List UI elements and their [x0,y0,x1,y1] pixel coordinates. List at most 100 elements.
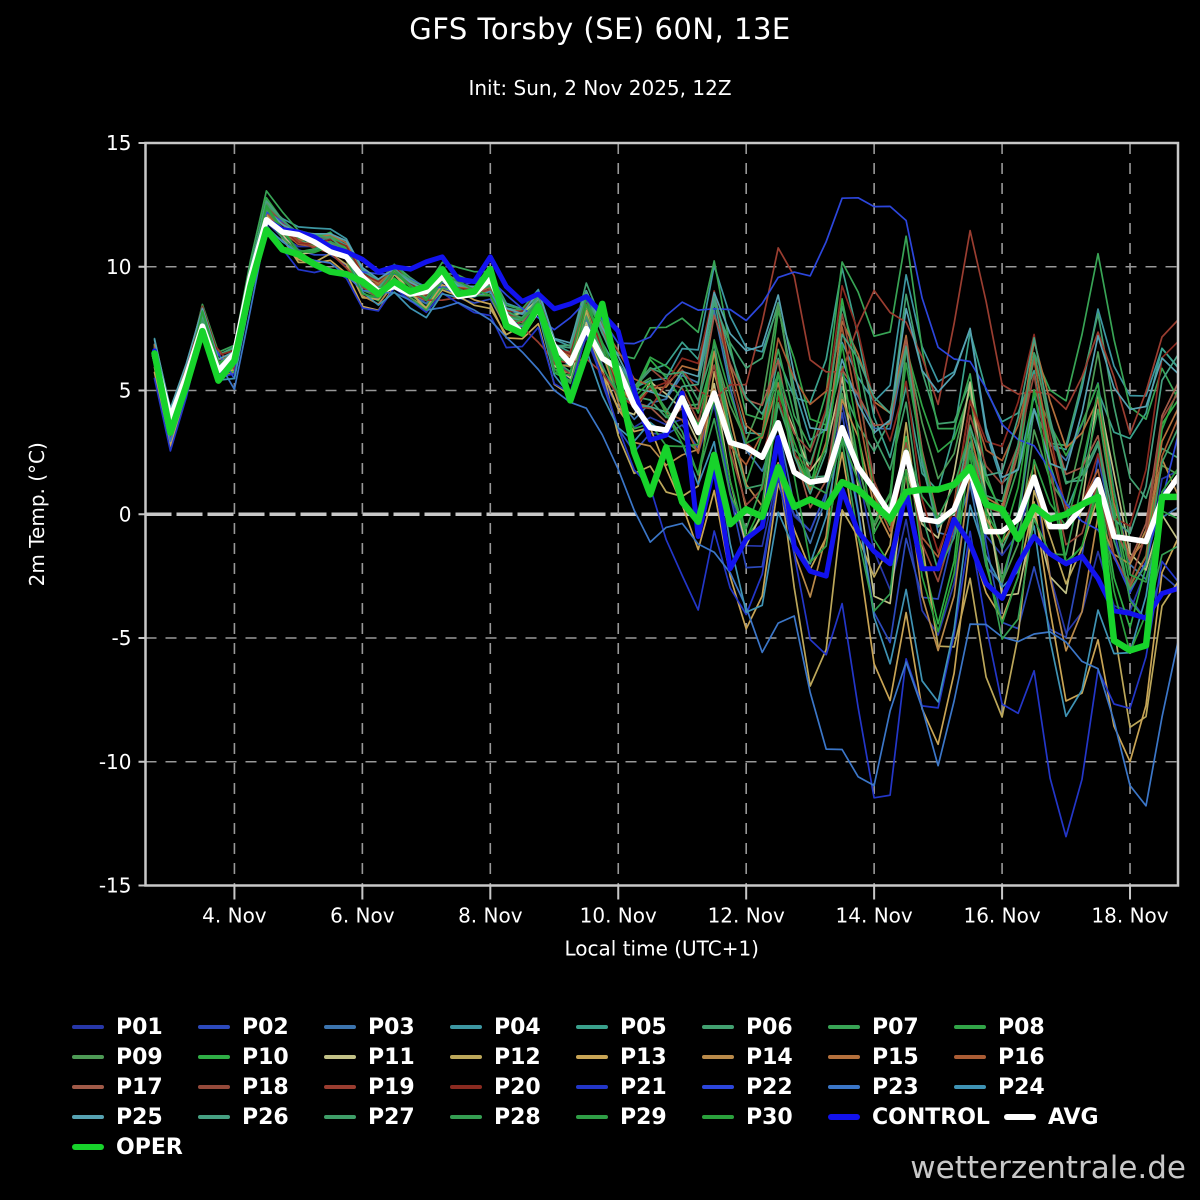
legend-label: P02 [242,1014,289,1040]
watermark: wetterzentrale.de [910,1150,1186,1186]
legend-label: P09 [116,1044,163,1070]
legend-item-p17: P17 [72,1075,198,1100]
legend-item-p08: P08 [954,1015,1080,1040]
legend-swatch-p26 [198,1115,230,1119]
y-tick-label: 15 [106,131,131,155]
legend-item-p22: P22 [702,1075,828,1100]
legend: P01 P02 P03 P04 P05 P06 P07 P08 P09 P10 P11 P12 P13 P… [72,1012,1187,1162]
legend-label: P22 [746,1074,793,1100]
legend-swatch-p02 [198,1025,230,1029]
legend-label: P15 [872,1044,919,1070]
legend-swatch-p27 [324,1115,356,1119]
legend-label: CONTROL [872,1104,990,1130]
legend-label: P13 [620,1044,667,1070]
legend-item-p26: P26 [198,1105,324,1130]
legend-item-p24: P24 [954,1075,1080,1100]
legend-label: P10 [242,1044,289,1070]
legend-label: P24 [998,1074,1045,1100]
legend-item-p30: P30 [702,1105,828,1130]
x-tick-label: 6. Nov [330,904,395,928]
legend-swatch-p29 [576,1115,608,1119]
member-line-P05 [153,203,1178,514]
legend-label: P08 [998,1014,1045,1040]
legend-item-p09: P09 [72,1045,198,1070]
legend-item-p14: P14 [702,1045,828,1070]
legend-swatch-p30 [702,1115,734,1119]
legend-item-p15: P15 [828,1045,954,1070]
chart-subtitle: Init: Sun, 2 Nov 2025, 12Z [468,76,732,100]
legend-label: P30 [746,1104,793,1130]
legend-swatch-p25 [72,1115,104,1119]
legend-swatch-p17 [72,1085,104,1089]
y-tick-label: -5 [112,626,132,650]
y-axis-title: 2m Temp. (°C) [25,442,49,586]
legend-item-p10: P10 [198,1045,324,1070]
legend-row-3: P17 P18 P19 P20 P21 P22 P23 P24 [72,1072,1187,1102]
ensemble-meteogram-plot: 15 10 5 0 -5 -10 -15 4. Nov 6. Nov 8. Nov 10. Nov 1… [25,131,1180,961]
legend-item-p19: P19 [324,1075,450,1100]
avg-line [151,216,1178,545]
legend-label: OPER [116,1134,183,1160]
legend-item-p29: P29 [576,1105,702,1130]
legend-swatch-p04 [450,1025,482,1029]
legend-swatch-avg [1003,1114,1036,1120]
legend-item-oper: OPER [72,1135,198,1160]
x-tick-label: 4. Nov [202,904,267,928]
legend-swatch-p22 [702,1085,734,1089]
legend-item-p06: P06 [702,1015,828,1040]
legend-item-p27: P27 [324,1105,450,1130]
x-tick-label: 16. Nov [963,904,1040,928]
legend-label: P23 [872,1074,919,1100]
legend-swatch-p03 [324,1025,356,1029]
legend-row-4: P25 P26 P27 P28 P29 P30 CONTROL AVG [72,1102,1187,1132]
legend-swatch-p23 [828,1085,860,1089]
legend-item-p16: P16 [954,1045,1080,1070]
legend-label: P07 [872,1014,919,1040]
legend-label: P16 [998,1044,1045,1070]
legend-swatch-p01 [72,1025,104,1029]
member-line-P23 [153,227,1178,807]
legend-item-p03: P03 [324,1015,450,1040]
legend-swatch-p19 [324,1085,356,1089]
legend-swatch-p20 [450,1085,482,1089]
member-line-P27 [153,203,1178,591]
legend-item-p04: P04 [450,1015,576,1040]
legend-label: P20 [494,1074,541,1100]
y-tick-label: -15 [99,874,132,898]
legend-swatch-p24 [954,1085,986,1089]
legend-item-p12: P12 [450,1045,576,1070]
x-tick-label: 18. Nov [1091,904,1168,928]
legend-item-p25: P25 [72,1105,198,1130]
legend-label: P21 [620,1074,667,1100]
legend-swatch-p11 [324,1055,356,1059]
legend-label: P25 [116,1104,163,1130]
oper-line [151,226,1178,654]
x-axis-title: Local time (UTC+1) [565,937,759,961]
legend-item-p07: P07 [828,1015,954,1040]
member-line-P13 [153,213,1178,763]
legend-label: P28 [494,1104,541,1130]
chart-title: GFS Torsby (SE) 60N, 13E [409,12,791,46]
legend-swatch-control [828,1114,860,1120]
control-line [152,217,1178,621]
y-tick-label: 10 [106,255,131,279]
legend-label: P03 [368,1014,415,1040]
legend-swatch-p15 [828,1055,860,1059]
legend-label: AVG [1047,1104,1099,1130]
legend-item-p13: P13 [576,1045,702,1070]
x-tick-label: 8. Nov [458,904,523,928]
legend-row-2: P09 P10 P11 P12 P13 P14 P15 P16 [72,1042,1187,1072]
legend-swatch-p13 [576,1055,608,1059]
legend-label: P01 [116,1014,163,1040]
x-tick-label: 14. Nov [836,904,913,928]
legend-label: P12 [494,1044,541,1070]
y-tick-label: 0 [119,502,132,526]
legend-row-1: P01 P02 P03 P04 P05 P06 P07 P08 [72,1012,1187,1042]
legend-label: P14 [746,1044,793,1070]
legend-item-p20: P20 [450,1075,576,1100]
legend-label: P27 [368,1104,415,1130]
legend-swatch-p14 [702,1055,734,1059]
legend-swatch-p08 [954,1025,986,1029]
legend-item-avg: AVG [1003,1104,1130,1130]
